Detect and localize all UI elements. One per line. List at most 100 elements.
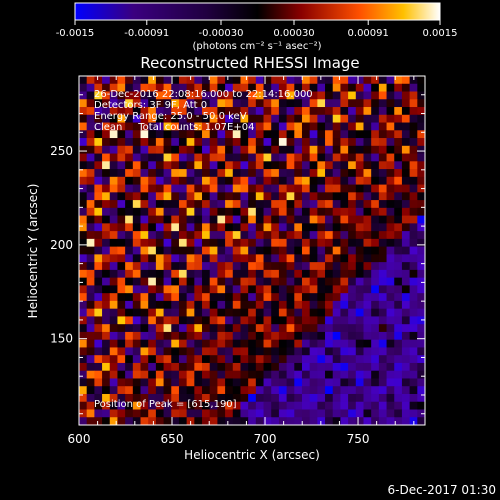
heatmap-cell — [148, 277, 157, 286]
heatmap-cell — [171, 355, 180, 364]
heatmap-cell — [186, 76, 195, 85]
heatmap-cell — [102, 91, 111, 100]
heatmap-cell — [209, 76, 218, 85]
heatmap-cell — [225, 347, 234, 356]
heatmap-cell — [355, 114, 364, 123]
heatmap-cell — [155, 370, 164, 379]
heatmap-cell — [401, 370, 411, 379]
heatmap-cell — [363, 254, 372, 263]
heatmap-cell — [355, 138, 364, 147]
heatmap-cell — [332, 215, 341, 224]
heatmap-cell — [301, 83, 311, 92]
heatmap-cell — [225, 192, 234, 201]
heatmap-cell — [209, 200, 218, 209]
heatmap-cell — [194, 316, 203, 325]
heatmap-cell — [155, 145, 164, 154]
heatmap-cell — [86, 161, 95, 170]
heatmap-cell — [171, 114, 180, 123]
heatmap-cell — [102, 207, 111, 216]
heatmap-cell — [386, 285, 395, 294]
heatmap-cell — [394, 324, 403, 333]
heatmap-cell — [294, 347, 303, 356]
heatmap-cell — [109, 417, 118, 426]
heatmap-cell — [194, 83, 203, 92]
heatmap-cell — [86, 207, 95, 216]
heatmap-cell — [178, 207, 188, 216]
heatmap-cell — [217, 417, 226, 426]
heatmap-cell — [255, 378, 264, 387]
heatmap-cell — [394, 331, 403, 341]
heatmap-cell — [355, 231, 364, 240]
heatmap-cell — [348, 277, 357, 286]
heatmap-cell — [263, 153, 272, 162]
heatmap-cell — [378, 378, 387, 387]
heatmap-cell — [202, 339, 211, 348]
heatmap-cell — [155, 262, 164, 271]
heatmap-cell — [232, 231, 241, 240]
heatmap-cell — [163, 138, 172, 147]
heatmap-cell — [417, 285, 426, 294]
heatmap-cell — [232, 161, 241, 170]
heatmap-cell — [94, 308, 103, 317]
heatmap-cell — [332, 417, 341, 426]
heatmap-cell — [317, 231, 326, 240]
heatmap-cell — [386, 293, 395, 302]
heatmap-cell — [286, 393, 295, 403]
heatmap-cell — [309, 300, 318, 310]
heatmap-cell — [378, 192, 387, 201]
heatmap-cell — [255, 200, 264, 209]
heatmap-cell — [155, 316, 164, 325]
heatmap-cell — [363, 138, 372, 147]
heatmap-cell — [325, 246, 334, 255]
heatmap-cell — [102, 277, 111, 286]
heatmap-cell — [186, 300, 195, 310]
heatmap-cell — [125, 347, 134, 356]
heatmap-cell — [309, 107, 318, 116]
heatmap-cell — [301, 409, 311, 418]
heatmap-cell — [117, 370, 126, 379]
heatmap-cell — [417, 231, 426, 240]
heatmap-cell — [232, 153, 241, 162]
heatmap-cell — [117, 192, 126, 201]
heatmap-cell — [140, 130, 149, 139]
heatmap-cell — [225, 417, 234, 426]
heatmap-cell — [317, 153, 326, 162]
heatmap-cell — [417, 114, 426, 123]
heatmap-cell — [286, 355, 295, 364]
heatmap-cell — [378, 145, 387, 154]
heatmap-cell — [309, 145, 318, 154]
heatmap-cell — [163, 386, 172, 395]
heatmap-cell — [278, 130, 287, 139]
heatmap-cell — [155, 347, 164, 356]
heatmap-cell — [140, 254, 149, 263]
heatmap-cell — [394, 138, 403, 147]
heatmap-cell — [232, 107, 241, 116]
heatmap-cell — [255, 355, 264, 364]
heatmap-cell — [309, 370, 318, 379]
heatmap-cell — [109, 355, 118, 364]
heatmap-cell — [263, 138, 272, 147]
heatmap-cell — [309, 347, 318, 356]
heatmap-cell — [86, 145, 95, 154]
heatmap-cell — [155, 91, 164, 100]
heatmap-cell — [140, 269, 149, 279]
heatmap-cell — [278, 347, 287, 356]
heatmap-cell — [371, 378, 380, 387]
heatmap-cell — [317, 370, 326, 379]
heatmap-cell — [294, 277, 303, 286]
heatmap-cell — [148, 254, 157, 263]
heatmap-cell — [148, 238, 157, 248]
heatmap-cell — [140, 401, 149, 410]
heatmap-cell — [363, 83, 372, 92]
heatmap-cell — [209, 277, 218, 286]
heatmap-cell — [117, 231, 126, 240]
heatmap-cell — [355, 176, 364, 185]
heatmap-cell — [255, 393, 264, 403]
heatmap-cell — [386, 393, 395, 403]
heatmap-cell — [394, 316, 403, 325]
heatmap-cell — [417, 347, 426, 356]
heatmap-cell — [125, 246, 134, 255]
heatmap-cell — [348, 200, 357, 209]
heatmap-cell — [348, 176, 357, 185]
heatmap-cell — [240, 231, 249, 240]
